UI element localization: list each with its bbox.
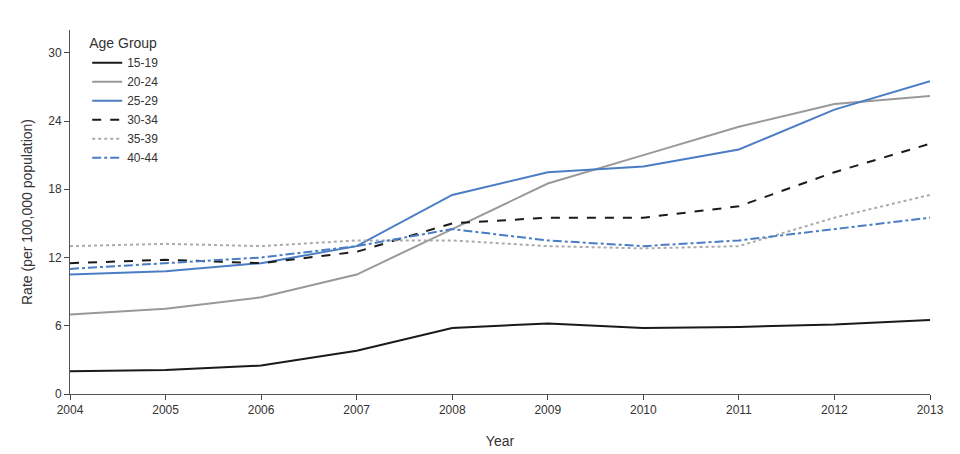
svg-text:30: 30 (48, 46, 62, 60)
svg-text:20-24: 20-24 (127, 75, 158, 89)
svg-text:0: 0 (55, 387, 62, 401)
svg-text:Year: Year (486, 433, 515, 449)
svg-text:Rate (per 100,000 population): Rate (per 100,000 population) (19, 119, 35, 305)
svg-text:24: 24 (48, 114, 62, 128)
svg-text:2007: 2007 (343, 403, 370, 417)
svg-text:12: 12 (48, 251, 62, 265)
svg-text:2005: 2005 (152, 403, 179, 417)
svg-text:15-19: 15-19 (127, 56, 158, 70)
svg-text:2011: 2011 (726, 403, 752, 417)
svg-text:2008: 2008 (439, 403, 466, 417)
svg-text:18: 18 (48, 182, 62, 196)
svg-text:40-44: 40-44 (127, 151, 158, 165)
svg-text:2004: 2004 (57, 403, 84, 417)
svg-text:2009: 2009 (534, 403, 561, 417)
svg-text:30-34: 30-34 (127, 113, 158, 127)
svg-text:35-39: 35-39 (127, 132, 158, 146)
svg-text:25-29: 25-29 (127, 94, 158, 108)
svg-text:2006: 2006 (248, 403, 275, 417)
svg-text:Age Group: Age Group (89, 35, 157, 51)
svg-text:2010: 2010 (630, 403, 657, 417)
svg-text:2013: 2013 (917, 403, 944, 417)
svg-text:2012: 2012 (821, 403, 848, 417)
svg-text:6: 6 (55, 319, 62, 333)
